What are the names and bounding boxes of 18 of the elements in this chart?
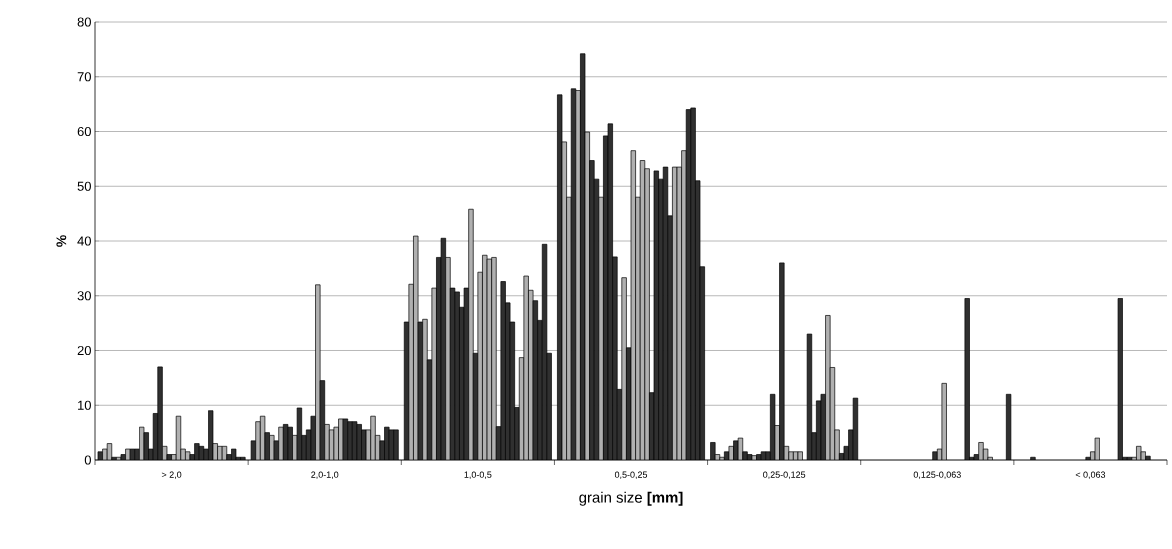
y-tick-label: 0 xyxy=(84,455,91,465)
x-tick-label: > 2,0 xyxy=(161,471,182,479)
x-tick-label: 0,25-0,125 xyxy=(763,471,806,479)
x-tick-label: 0,125-0,063 xyxy=(913,471,961,479)
y-tick-label: 70 xyxy=(77,72,91,82)
x-tick-label: 1,0-0,5 xyxy=(464,471,492,479)
x-tick-label: < 0,063 xyxy=(1075,471,1106,479)
y-tick-label: 50 xyxy=(77,181,91,191)
x-tick-label: 2,0-1,0 xyxy=(311,471,339,479)
y-axis-title: % xyxy=(56,235,67,247)
y-tick-label: 10 xyxy=(78,400,91,410)
y-tick-label: 80 xyxy=(77,17,91,27)
y-tick-label: 60 xyxy=(77,126,91,137)
x-tick-label: 0,5-0,25 xyxy=(614,471,648,479)
y-tick-label: 40 xyxy=(77,236,91,246)
y-tick-label: 30 xyxy=(77,291,91,301)
x-axis-title: grain size [mm] xyxy=(579,491,683,506)
y-tick-label: 20 xyxy=(77,345,91,356)
